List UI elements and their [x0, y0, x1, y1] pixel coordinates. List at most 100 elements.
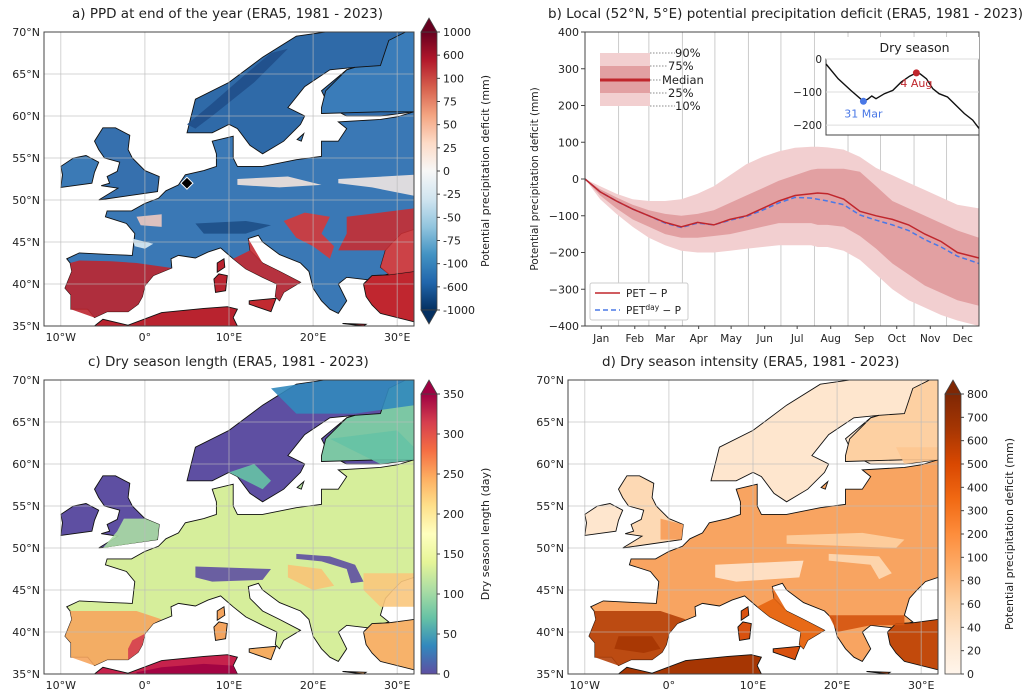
y-tick-label: −400	[549, 320, 579, 333]
x-tick-label: Nov	[920, 333, 941, 345]
x-tick-label: Dec	[953, 333, 974, 345]
land-crete	[342, 671, 368, 674]
x-tick-label: Jun	[755, 333, 772, 345]
lon-tick-label: 0°	[139, 679, 152, 692]
colorbar-tick-label: 800	[967, 388, 988, 401]
panel-d: d) Dry season intensity (ERA5, 1981 - 20…	[512, 350, 1024, 699]
colorbar-tick-label: 1000	[443, 26, 471, 39]
lon-tick-label: 20°E	[300, 679, 326, 692]
colorbar-tick-label: 200	[967, 528, 988, 541]
colorbar-tick-label: 600	[443, 49, 464, 62]
inset-title: Dry season	[879, 40, 949, 55]
map-region-1	[614, 636, 661, 653]
land-turkey	[363, 270, 414, 323]
colorbar-tick-label: 50	[443, 119, 457, 132]
lon-tick-label: 20°E	[824, 679, 850, 692]
land-ireland	[60, 503, 100, 536]
colorbar-extend-max	[420, 17, 438, 33]
series-petday-line	[584, 178, 980, 265]
land-sicily	[248, 645, 277, 661]
colorbar-tick-label: 250	[443, 468, 464, 481]
band-key-label: Median	[662, 73, 704, 87]
legend-text-pet: PET	[626, 305, 646, 317]
lat-tick-label: 55°N	[536, 500, 564, 513]
map-a: 70°N 65°N 60°N 55°N 50°N 45°N 40°N 35°N 10°W 0° 10…	[12, 17, 492, 344]
map-region-3	[233, 238, 301, 301]
lat-tick-label: 70°N	[12, 26, 40, 39]
lon-tick-label: 10°E	[216, 331, 242, 344]
lat-tick-label: 40°N	[12, 626, 40, 639]
lat-tick-label: 55°N	[12, 152, 40, 165]
lon-tick-label: 30°E	[384, 679, 410, 692]
lat-tick-label: 35°N	[12, 668, 40, 681]
lon-tick-label: 10°E	[740, 679, 766, 692]
lat-tick-label: 40°N	[12, 278, 40, 291]
map-region-4	[296, 553, 364, 584]
lat-tick-label: 45°N	[12, 584, 40, 597]
land-uk	[93, 127, 160, 201]
map-region-2	[715, 560, 804, 582]
colorbar	[944, 393, 962, 675]
lat-tick-label: 70°N	[536, 374, 564, 387]
lon-tick-label: 0°	[139, 331, 152, 344]
map-region-2	[338, 208, 414, 275]
colorbar-tick-label: -75	[443, 235, 461, 248]
y-tick-label: 300	[558, 63, 579, 76]
map-region-4	[786, 532, 905, 548]
map-region-4	[237, 176, 322, 188]
inset-point	[859, 97, 867, 105]
map-region-6	[136, 214, 162, 227]
colorbar-tick-label: 0	[443, 165, 450, 178]
lat-tick-label: 35°N	[12, 320, 40, 333]
map-region-7	[271, 380, 414, 414]
colorbar-tick-label: 0	[443, 668, 450, 681]
land-corsica	[216, 258, 226, 274]
inset-y-tick-label: −200	[793, 120, 822, 132]
y-tick-label: −200	[549, 247, 579, 260]
legend-text-minus-p: − P	[659, 305, 681, 317]
colorbar-tick-label: -100	[443, 258, 468, 271]
map-region-7	[660, 518, 684, 540]
y-axis-label: Potential precipitation deficit (mm)	[529, 87, 541, 270]
land-gotland	[820, 480, 829, 490]
lat-tick-label: 65°N	[536, 416, 564, 429]
band-25-75	[585, 168, 979, 306]
colorbar-extend-max	[420, 379, 438, 395]
map-region-5	[757, 586, 825, 649]
lat-tick-label: 70°N	[12, 374, 40, 387]
land-ireland	[584, 503, 624, 536]
x-tick-label: Mar	[655, 333, 675, 345]
colorbar	[420, 31, 438, 311]
colorbar-tick-label: 80	[967, 575, 981, 588]
panel-b: b) Local (52°N, 5°E) potential precipita…	[512, 0, 1024, 350]
colorbar-tick-label: 75	[443, 96, 457, 109]
colorbar-tick-label: 350	[443, 388, 464, 401]
lat-tick-label: 40°N	[536, 626, 564, 639]
legend-label-petday: PETday − P	[626, 303, 681, 317]
lat-tick-label: 45°N	[12, 236, 40, 249]
map-frame	[43, 31, 415, 327]
colorbar-tick-label: -1000	[443, 304, 475, 317]
lat-tick-label: 50°N	[12, 542, 40, 555]
y-tick-label: −300	[549, 283, 579, 296]
lat-tick-label: 60°N	[12, 458, 40, 471]
map-c: 70°N 65°N 60°N 55°N 50°N 45°N 40°N 35°N 10°W 0° 10…	[12, 374, 492, 692]
land-crete	[342, 323, 368, 326]
inset-point	[912, 69, 920, 77]
y-tick-label: 0	[572, 173, 579, 186]
lon-tick-label: 0°	[663, 679, 676, 692]
colorbar-tick-label: -600	[443, 281, 468, 294]
map-region-6	[828, 615, 905, 632]
colorbar-tick-label: -25	[443, 188, 461, 201]
land-corsica	[740, 606, 750, 622]
land-mainland	[64, 459, 414, 667]
colorbar-tick-label: 300	[443, 428, 464, 441]
panel-a-title: a) PPD at end of the year (ERA5, 1981 - …	[72, 6, 384, 22]
x-tick-label: Aug	[820, 333, 841, 345]
panel-c: c) Dry season length (ERA5, 1981 - 2023)…	[0, 350, 512, 699]
colorbar-tick-label: 60	[967, 598, 981, 611]
map-region-3	[828, 553, 892, 580]
map-region-5	[287, 564, 335, 590]
land-sicily	[248, 297, 277, 313]
land-africa	[93, 306, 239, 326]
